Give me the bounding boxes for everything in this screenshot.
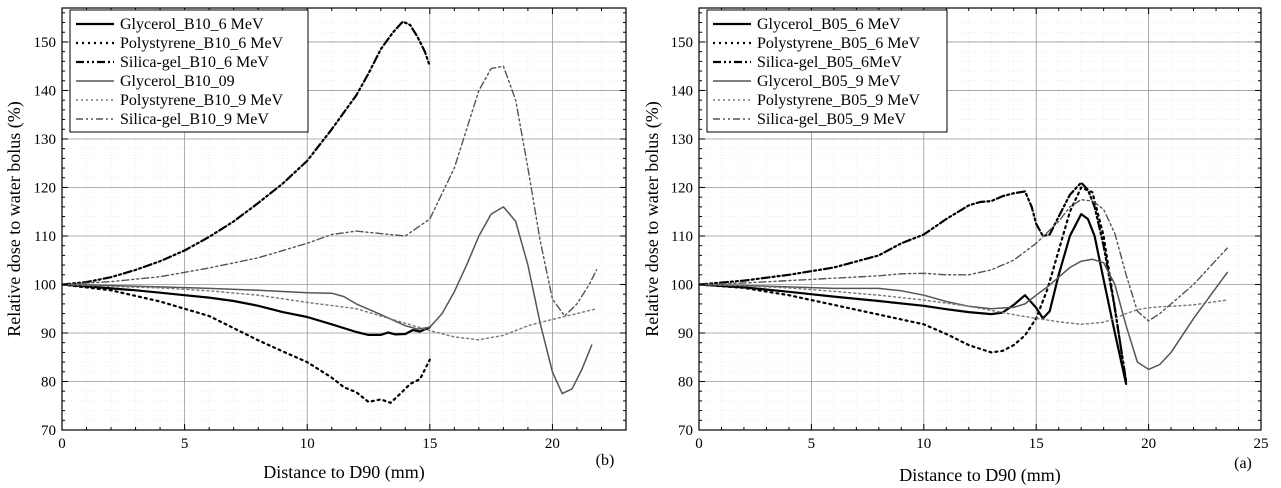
legend-label-2: Silica-gel_B05_6MeV <box>757 54 902 71</box>
series-line-2 <box>62 20 431 286</box>
x-tick-label: 5 <box>181 436 189 452</box>
legend-label-4: Polystyrene_B05_9 MeV <box>757 92 921 109</box>
series-line-1 <box>699 186 1128 383</box>
series-line-5 <box>62 65 598 317</box>
panel-label: (a) <box>1234 455 1252 472</box>
y-tick-label: 120 <box>671 180 694 196</box>
y-tick-label: 140 <box>34 83 57 99</box>
y-tick-label: 110 <box>34 229 56 245</box>
legend-label-3: Glycerol_B05_9 MeV <box>757 73 901 90</box>
y-tick-label: 120 <box>34 180 57 196</box>
y-tick-label: 130 <box>34 132 57 148</box>
series-line-1 <box>62 283 431 404</box>
legend-label-5: Silica-gel_B10_9 MeV <box>120 111 269 128</box>
legend-label-1: Polystyrene_B05_6 MeV <box>757 35 921 52</box>
y-tick-label: 130 <box>671 132 694 148</box>
series-line-0 <box>699 213 1128 385</box>
y-axis-title: Relative dose to water bolus (%) <box>642 101 663 336</box>
x-tick-label: 20 <box>545 436 560 452</box>
legend-label-4: Polystyrene_B10_9 MeV <box>120 92 284 109</box>
series-line-5 <box>699 198 1229 322</box>
y-axis: 70 80 90 100 110 120 130 140 150 <box>671 12 1261 439</box>
y-tick-label: 150 <box>671 35 694 51</box>
series-line-4 <box>62 283 598 341</box>
y-tick-label: 90 <box>41 326 56 342</box>
x-tick-label: 0 <box>695 436 703 452</box>
series-line-2 <box>699 181 1128 383</box>
x-tick-label: 15 <box>422 436 437 452</box>
panel-label: (b) <box>596 452 615 469</box>
chart-panel-0: 0 5 10 15 20 70 80 90 100 110 120 130 140 150 Distance… <box>4 7 627 483</box>
legend: Glycerol_B10_6 MeV Polystyrene_B10_6 MeV S… <box>69 9 309 133</box>
x-tick-label: 20 <box>1141 436 1156 452</box>
legend-label-3: Glycerol_B10_09 <box>120 73 235 90</box>
legend: Glycerol_B05_6 MeV Polystyrene_B05_6 MeV S… <box>706 9 948 133</box>
major-grid <box>698 8 1262 431</box>
y-tick-label: 80 <box>678 374 693 390</box>
legend-label-0: Glycerol_B10_6 MeV <box>120 16 264 33</box>
y-tick-label: 100 <box>671 277 694 293</box>
x-tick-label: 10 <box>916 436 931 452</box>
legend-box <box>69 9 309 133</box>
y-axis-title: Relative dose to water bolus (%) <box>4 101 25 336</box>
x-axis: 0 5 10 15 20 <box>58 8 627 452</box>
x-axis-title: Distance to D90 (mm) <box>899 465 1060 486</box>
y-tick-label: 140 <box>671 83 694 99</box>
series-group <box>62 20 598 404</box>
series-line-3 <box>62 206 593 395</box>
y-tick-label: 90 <box>678 326 693 342</box>
legend-label-5: Silica-gel_B05_9 MeV <box>757 111 906 128</box>
x-tick-label: 5 <box>808 436 816 452</box>
y-tick-label: 70 <box>678 423 693 439</box>
legend-box <box>706 9 948 133</box>
x-axis-title: Distance to D90 (mm) <box>263 462 424 483</box>
series-group <box>699 181 1229 385</box>
y-tick-label: 110 <box>671 229 693 245</box>
legend-label-0: Glycerol_B05_6 MeV <box>757 16 901 33</box>
y-tick-label: 100 <box>34 277 57 293</box>
y-tick-label: 150 <box>34 35 57 51</box>
legend-label-1: Polystyrene_B10_6 MeV <box>120 35 284 52</box>
y-axis: 70 80 90 100 110 120 130 140 150 <box>34 12 626 439</box>
y-tick-label: 70 <box>41 423 56 439</box>
x-tick-label: 0 <box>58 436 66 452</box>
y-tick-label: 80 <box>41 374 56 390</box>
series-line-3 <box>699 258 1229 371</box>
x-tick-label: 15 <box>1029 436 1044 452</box>
x-tick-label: 25 <box>1254 436 1269 452</box>
series-line-4 <box>699 283 1229 325</box>
chart-panel-1: 0 5 10 15 20 25 70 80 90 100 110 120 130 140 150 Distan… <box>642 7 1269 486</box>
legend-label-2: Silica-gel_B10_6 MeV <box>120 54 269 71</box>
plot-frame <box>698 7 1262 431</box>
plot-frame <box>61 7 627 431</box>
x-tick-label: 10 <box>300 436 315 452</box>
series-line-0 <box>62 283 431 336</box>
